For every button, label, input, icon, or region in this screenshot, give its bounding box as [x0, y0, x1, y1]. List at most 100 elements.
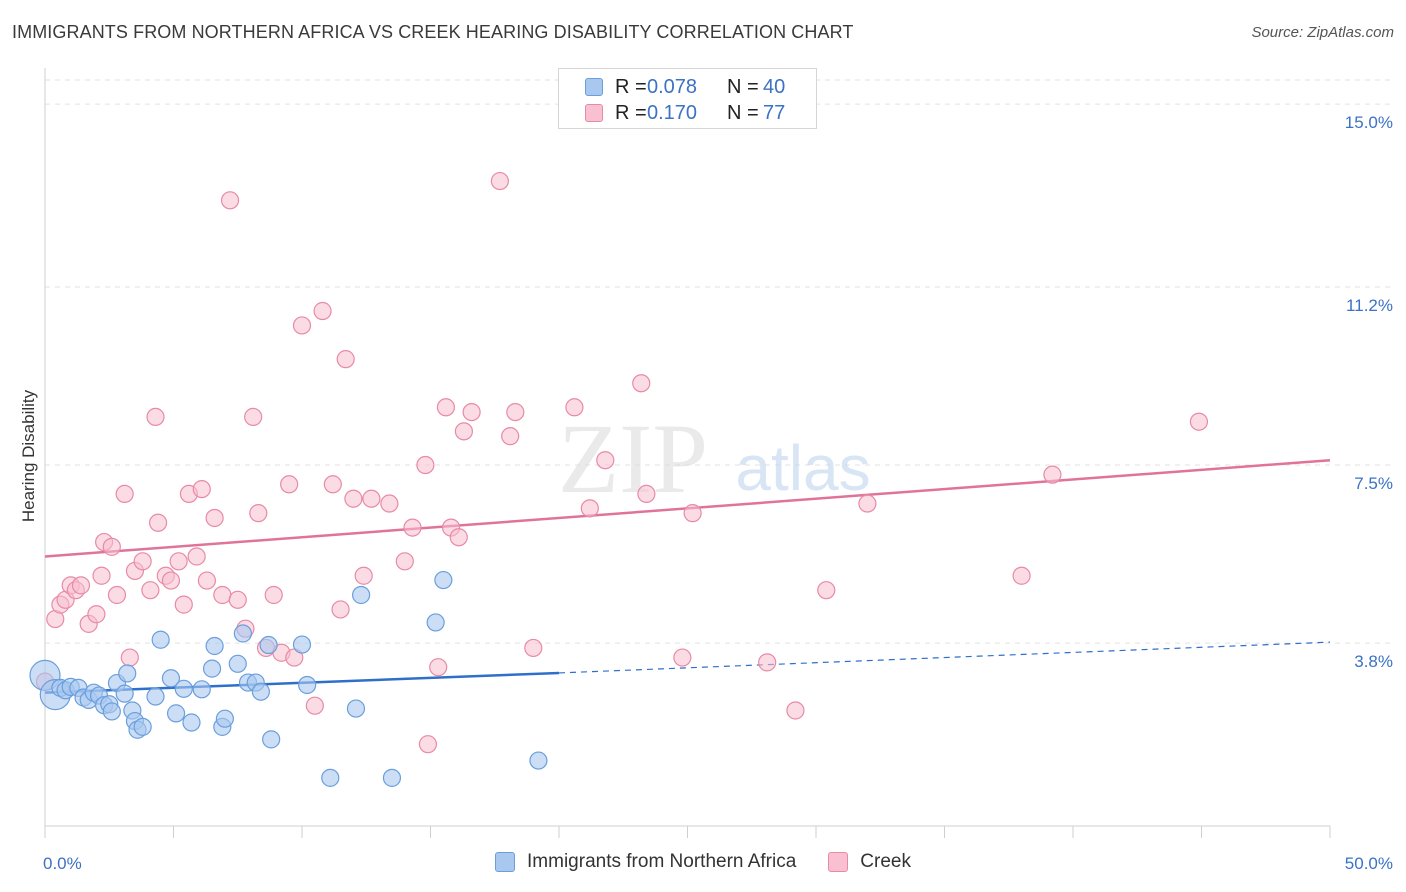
point-creek — [146, 407, 165, 427]
point-northern-africa — [228, 654, 247, 673]
stats-legend: R = 0.078 N = 40 R = 0.170 N = 77 — [558, 68, 817, 129]
point-creek — [565, 398, 584, 417]
point-creek — [429, 658, 448, 677]
x-tick-label: 50.0% — [1345, 854, 1393, 873]
point-creek — [436, 398, 456, 417]
y-tick-label: 11.2% — [1346, 296, 1393, 315]
trend-line-northern-africa-extension — [558, 641, 1331, 674]
watermark-atlas: atlas — [735, 432, 870, 504]
x-tick-label: 0.0% — [43, 854, 82, 873]
chart-title: IMMIGRANTS FROM NORTHERN AFRICA VS CREEK… — [12, 22, 854, 42]
point-creek — [305, 696, 324, 715]
legend-swatch-northern-africa — [495, 852, 516, 872]
point-creek — [161, 571, 181, 590]
point-creek — [205, 508, 224, 528]
point-northern-africa — [321, 768, 340, 787]
point-northern-africa — [202, 659, 222, 678]
point-creek — [490, 171, 509, 191]
point-creek — [817, 581, 836, 600]
point-creek — [524, 638, 543, 658]
point-northern-africa — [251, 682, 270, 701]
point-creek — [220, 191, 240, 210]
point-creek — [331, 600, 350, 619]
point-northern-africa — [426, 613, 445, 632]
point-creek — [192, 479, 211, 499]
y-tick-label: 3.8% — [1354, 652, 1393, 671]
legend-label-creek: Creek — [860, 851, 911, 872]
point-creek — [169, 552, 188, 571]
data-points — [29, 171, 1209, 787]
legend-swatch-creek — [585, 104, 603, 122]
point-creek — [354, 566, 373, 585]
point-creek — [244, 407, 263, 427]
point-creek — [344, 489, 363, 508]
point-creek — [416, 455, 435, 475]
legend-swatch-northern-africa — [585, 78, 603, 96]
point-creek — [673, 648, 692, 667]
legend-n-label: N = — [727, 101, 759, 124]
legend-label-northern-africa: Immigrants from Northern Africa — [527, 851, 797, 872]
point-northern-africa — [215, 709, 234, 728]
legend-swatch-creek — [828, 852, 849, 872]
y-axis-title: Hearing Disability — [19, 389, 38, 522]
point-creek — [313, 301, 332, 321]
point-creek — [213, 585, 232, 605]
point-northern-africa — [102, 702, 121, 721]
point-northern-africa — [161, 669, 181, 688]
point-creek — [120, 648, 139, 667]
legend-r-label: R = — [615, 75, 647, 98]
point-creek — [858, 494, 877, 513]
point-creek — [395, 552, 414, 571]
point-creek — [403, 518, 422, 537]
point-creek — [632, 374, 651, 393]
point-creek — [1012, 566, 1031, 585]
legend-n-value: 40 — [763, 75, 786, 98]
point-northern-africa — [151, 630, 170, 649]
point-creek — [454, 422, 474, 441]
point-creek — [501, 427, 520, 446]
source-label: Source: ZipAtlas.com — [1251, 24, 1394, 41]
point-creek — [280, 475, 299, 494]
point-creek — [228, 590, 247, 609]
point-creek — [683, 504, 702, 523]
point-creek — [133, 552, 152, 571]
legend-n-label: N = — [727, 75, 759, 98]
legend-row-creek: R = 0.170 N = 77 — [585, 101, 785, 125]
point-creek — [418, 735, 438, 754]
series-legend: Immigrants from Northern Africa Creek — [0, 851, 1406, 873]
point-creek — [107, 585, 127, 605]
point-northern-africa — [382, 768, 402, 787]
legend-n-value: 77 — [763, 101, 786, 124]
legend-r-value: 0.170 — [647, 101, 698, 124]
point-creek — [786, 701, 805, 720]
point-northern-africa — [118, 664, 137, 683]
point-northern-africa — [352, 585, 371, 605]
x-tick-labels: 0.0% 50.0% — [43, 854, 1393, 873]
point-northern-africa — [292, 635, 312, 654]
point-northern-africa — [205, 636, 224, 656]
point-northern-africa — [182, 713, 201, 732]
legend-r-value: 0.078 — [647, 75, 698, 98]
point-creek — [323, 475, 342, 494]
point-creek — [1043, 465, 1062, 484]
point-creek — [462, 402, 481, 422]
point-northern-africa — [133, 717, 152, 736]
point-creek — [292, 316, 312, 335]
point-creek — [92, 566, 111, 585]
point-creek — [362, 489, 381, 508]
point-northern-africa — [529, 751, 548, 770]
point-northern-africa — [434, 570, 453, 590]
point-northern-africa — [174, 679, 193, 698]
point-creek — [102, 537, 121, 556]
point-creek — [1189, 412, 1209, 431]
point-northern-africa — [115, 684, 134, 703]
point-northern-africa — [346, 699, 366, 718]
point-creek — [758, 653, 777, 672]
y-tick-label: 15.0% — [1345, 113, 1393, 132]
point-creek — [187, 547, 206, 566]
y-tick-label: 7.5% — [1354, 474, 1393, 493]
watermark-zip: ZIP — [558, 403, 708, 514]
point-creek — [506, 402, 525, 422]
y-tick-labels: 3.8% 7.5% 11.2% 15.0% — [1345, 113, 1393, 671]
legend-row-northern-africa: R = 0.078 N = 40 — [585, 75, 785, 99]
